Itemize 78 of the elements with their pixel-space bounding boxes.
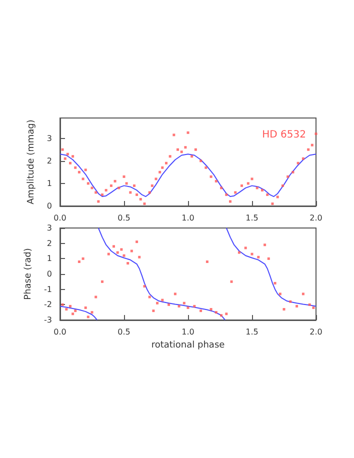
point [161,298,164,302]
point [244,246,247,250]
point [182,302,186,304]
point [152,310,155,312]
x-tick-label: 0.0 [54,214,66,222]
point [267,257,270,260]
y-tick-label: -3 [44,316,52,324]
y-tick-label: 3 [46,224,52,232]
x-tick-label: 0.5 [118,328,130,336]
point [274,282,276,284]
point [120,248,123,251]
point [282,308,286,311]
point [193,304,196,308]
y-tick-label: 0 [46,202,52,210]
y-tick-label: -2 [44,300,52,310]
point [225,312,228,316]
point [116,251,119,254]
point [312,306,315,309]
point [90,311,94,314]
point [296,304,298,308]
point [122,254,126,257]
x-tick-label: 1.5 [246,328,258,336]
point [238,251,240,254]
point [68,304,72,308]
y-axis-title: Amplitude (mmag) [26,120,37,204]
point [86,316,90,318]
y-tick-label: 3 [46,134,52,143]
x-tick-label: 0.5 [118,214,130,222]
x-tick-label: 2.0 [310,328,322,336]
point [100,280,104,283]
point [174,292,176,296]
point [143,285,146,288]
point [220,314,223,317]
y-tick-label: 2 [46,238,52,248]
point [308,303,311,306]
x-tick-label: 2.0 [310,214,322,222]
point [74,310,77,312]
y-axis-title: Phase (rad) [24,248,34,300]
point [82,257,84,260]
point [302,292,304,296]
point [257,256,260,258]
y-tick-label: 1 [46,254,52,264]
point [136,240,138,244]
point [278,292,282,296]
line-series [60,154,316,198]
x-tick-label: 1.0 [182,214,194,222]
point [230,280,233,283]
x-axis-title: rotational phase [151,340,226,350]
point [178,304,180,308]
point [168,303,170,306]
point [126,262,130,265]
point [214,311,218,314]
point [84,306,87,309]
annotation: HD 6532 [262,130,306,140]
point [65,308,68,311]
point [148,296,151,298]
y-tick-label: 2 [46,156,52,166]
point [94,296,98,298]
point [210,308,212,311]
point [206,260,208,263]
point [138,256,141,258]
point [156,302,159,304]
point [200,310,202,312]
point [186,306,190,309]
x-tick-label: 1.5 [246,214,258,222]
point [289,300,292,303]
point [264,244,266,246]
point [78,260,80,263]
point [107,252,110,256]
point [72,312,74,316]
y-tick-label: 1 [46,178,52,188]
point [130,250,133,252]
x-tick-label: 0.0 [54,328,66,336]
x-tick-label: 1.0 [182,328,194,336]
point [250,252,254,256]
point [112,245,116,248]
y-tick-label: 0 [46,270,52,278]
y-tick-label: -1 [44,284,52,294]
